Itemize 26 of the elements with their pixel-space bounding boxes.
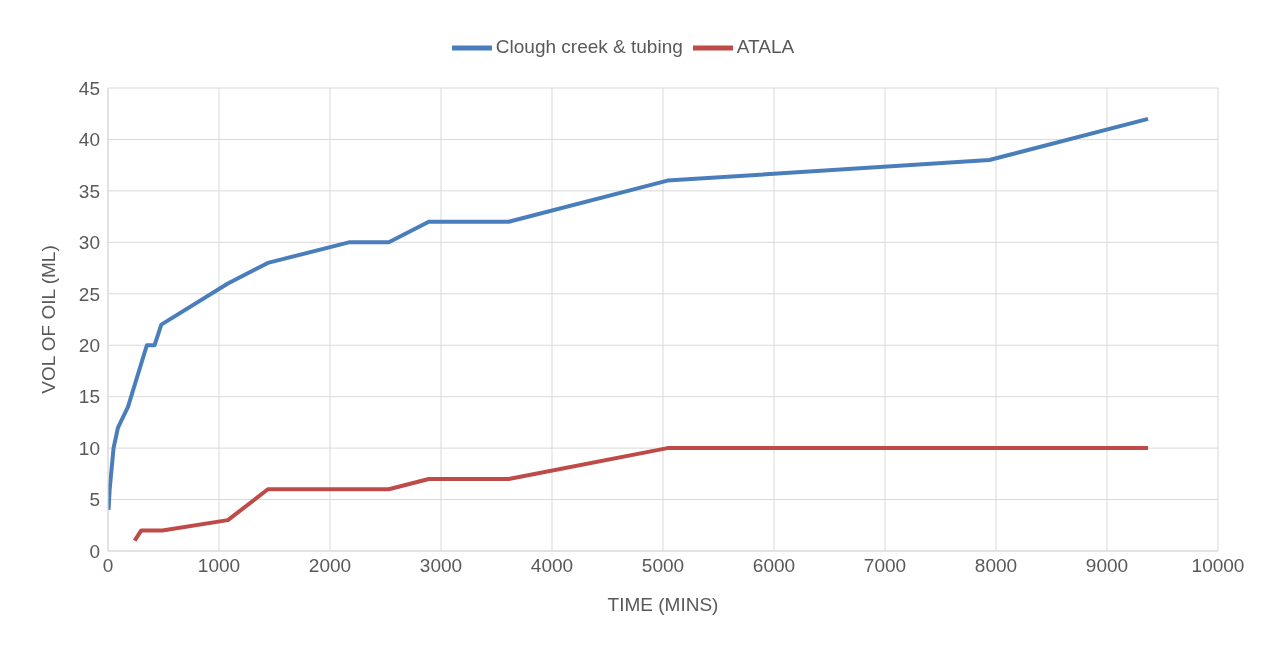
y-axis-title: VOL OF OIL (ML) [37, 245, 59, 394]
x-tick-label: 1000 [197, 555, 241, 577]
y-tick-label: 35 [78, 180, 100, 202]
y-tick-label: 45 [78, 77, 100, 99]
x-tick-label: 2000 [308, 555, 352, 577]
x-tick-label: 3000 [419, 555, 463, 577]
line-series [132, 446, 1151, 543]
x-tick-label: 8000 [974, 555, 1018, 577]
y-tick-label: 30 [78, 232, 100, 254]
legend-label: Clough creek & tubing [495, 36, 683, 58]
y-tick-label: 15 [78, 386, 100, 408]
x-tick-label: 6000 [752, 555, 796, 577]
y-tick-label: 10 [78, 437, 100, 459]
x-tick-label: 9000 [1085, 555, 1129, 577]
x-tick-label: 4000 [530, 555, 574, 577]
y-tick-label: 20 [78, 334, 100, 356]
y-tick-label: 0 [89, 540, 100, 562]
x-axis-title: TIME (MINS) [607, 594, 719, 615]
x-tick-label: 7000 [863, 555, 907, 577]
y-tick-label: 40 [78, 129, 100, 151]
x-tick-label: 10000 [1191, 555, 1245, 577]
x-tick-label: 5000 [641, 555, 685, 577]
y-tick-label: 5 [89, 489, 100, 511]
y-tick-label: 25 [78, 283, 100, 305]
line-series [108, 116, 1151, 512]
legend-label: ATALA [736, 36, 795, 58]
